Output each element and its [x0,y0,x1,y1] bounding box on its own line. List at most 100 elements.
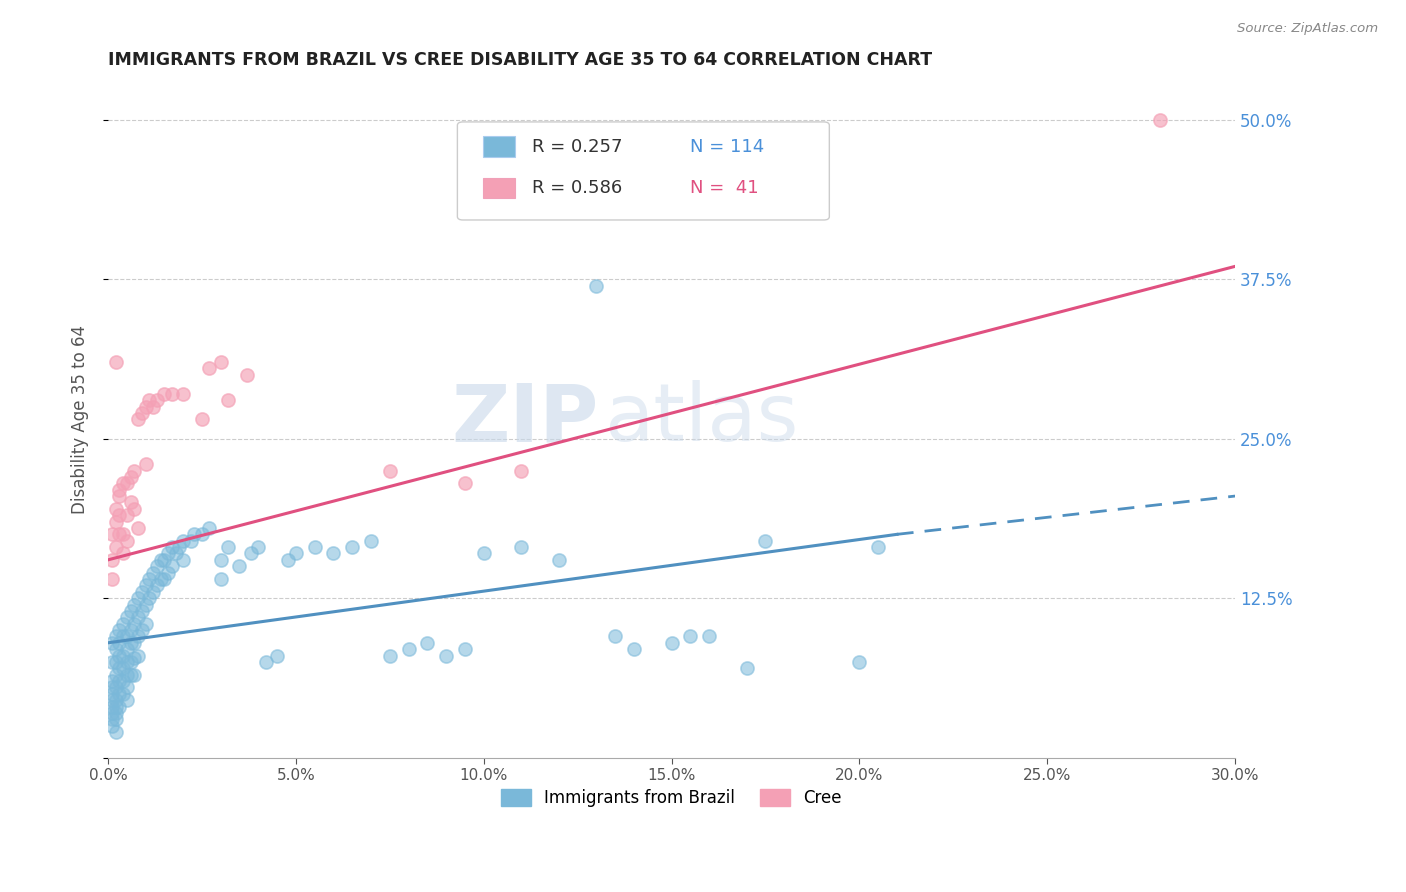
Point [149,553,172,567]
Point [142,400,165,414]
Point [104,501,127,516]
Point [160,559,183,574]
Point [138,393,160,408]
Point [127,412,149,426]
Point [135,457,157,471]
Point [605,629,627,643]
Point [378,464,401,478]
Point [108,623,131,637]
Point [209,553,232,567]
Point [120,470,142,484]
Point [510,540,533,554]
FancyBboxPatch shape [484,136,515,157]
Point [131,623,153,637]
Point [120,623,142,637]
Point [149,572,172,586]
Point [142,584,165,599]
Point [169,540,191,554]
Point [104,693,127,707]
Point [108,648,131,663]
Point [115,667,138,681]
Point [754,533,776,548]
Point [735,661,758,675]
FancyBboxPatch shape [484,178,515,198]
Text: R = 0.257: R = 0.257 [531,138,623,156]
Point [247,540,270,554]
Point [191,412,214,426]
Point [111,546,134,560]
Point [322,546,344,560]
Point [209,355,232,369]
Point [111,629,134,643]
Point [124,667,146,681]
Point [1149,112,1171,127]
Point [254,655,277,669]
Point [585,278,607,293]
Point [100,687,122,701]
Point [160,540,183,554]
Point [146,559,169,574]
Point [360,533,382,548]
Point [124,651,146,665]
Text: N = 114: N = 114 [689,138,763,156]
Point [111,687,134,701]
Point [108,699,131,714]
Point [127,521,149,535]
Point [115,681,138,695]
Point [108,489,131,503]
Point [172,553,194,567]
Point [111,476,134,491]
Point [124,501,146,516]
Point [115,476,138,491]
Point [304,540,326,554]
Point [100,693,122,707]
Point [157,546,180,560]
Point [547,553,569,567]
Y-axis label: Disability Age 35 to 64: Disability Age 35 to 64 [72,325,89,514]
FancyBboxPatch shape [457,122,830,220]
Point [239,546,262,560]
Text: atlas: atlas [605,381,799,458]
Point [217,540,239,554]
Point [100,681,122,695]
Point [124,464,146,478]
Point [115,533,138,548]
Point [100,636,122,650]
Point [104,712,127,726]
Text: IMMIGRANTS FROM BRAZIL VS CREE DISABILITY AGE 35 TO 64 CORRELATION CHART: IMMIGRANTS FROM BRAZIL VS CREE DISABILIT… [108,51,932,69]
Point [398,642,420,657]
Point [510,464,533,478]
Point [104,667,127,681]
Point [111,674,134,689]
Point [120,655,142,669]
Point [135,616,157,631]
Point [104,629,127,643]
Text: R = 0.586: R = 0.586 [531,179,621,197]
Point [120,636,142,650]
Point [104,642,127,657]
Point [108,527,131,541]
Point [127,629,149,643]
Point [142,566,165,580]
Point [135,578,157,592]
Point [111,616,134,631]
Point [108,687,131,701]
Point [120,495,142,509]
Point [131,584,153,599]
Point [108,483,131,497]
Point [416,636,439,650]
Point [115,629,138,643]
Point [115,642,138,657]
Point [100,712,122,726]
Point [153,572,176,586]
Point [160,387,183,401]
Point [138,591,160,606]
Point [127,610,149,624]
Point [108,674,131,689]
Point [100,674,122,689]
Point [104,699,127,714]
Point [198,521,221,535]
Point [120,667,142,681]
Point [454,642,477,657]
Point [284,546,307,560]
